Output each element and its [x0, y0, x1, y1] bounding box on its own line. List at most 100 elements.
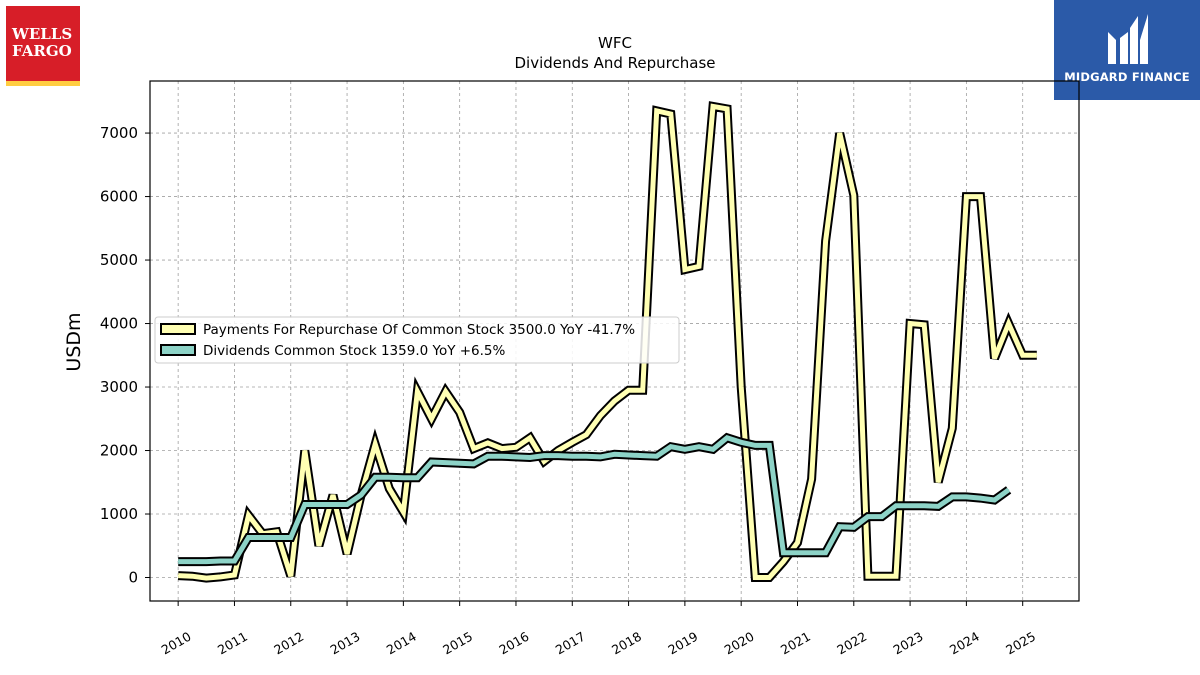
data-point	[853, 526, 855, 528]
data-point	[304, 449, 306, 452]
data-point	[853, 194, 855, 196]
x-tick-label: 2016	[496, 629, 531, 658]
data-point	[656, 110, 658, 112]
y-tick-label: 4000	[100, 315, 138, 333]
wells-fargo-logo: WELLS FARGO	[6, 6, 80, 86]
logo-line-1: WELLS	[12, 25, 73, 43]
data-point	[177, 561, 179, 563]
data-point	[656, 455, 658, 457]
data-point	[599, 415, 602, 417]
data-point	[557, 455, 559, 457]
data-point	[979, 497, 982, 499]
y-axis-label: USDm	[63, 312, 85, 371]
data-point	[529, 437, 531, 439]
data-point	[374, 476, 376, 478]
data-point	[205, 561, 207, 563]
data-point	[740, 441, 742, 443]
data-point	[628, 389, 630, 391]
data-point	[768, 444, 770, 446]
data-point	[613, 453, 616, 455]
data-point	[473, 463, 475, 465]
data-point	[487, 455, 489, 457]
series-line	[178, 103, 1037, 581]
data-point	[951, 496, 953, 498]
data-point	[867, 516, 869, 518]
data-point	[205, 577, 207, 579]
data-point	[501, 448, 503, 450]
y-tick-label: 2000	[100, 442, 138, 460]
data-point	[233, 560, 236, 562]
data-point	[247, 514, 250, 516]
logo-line-2: FARGO	[12, 42, 72, 60]
data-point	[388, 476, 390, 478]
plot-frame	[149, 80, 1080, 602]
x-tick-label: 2024	[947, 629, 982, 658]
data-point	[318, 503, 320, 506]
data-point	[909, 505, 911, 507]
data-point	[1022, 354, 1024, 356]
legend-label: Payments For Repurchase Of Common Stock …	[203, 322, 635, 338]
series-1	[177, 432, 1012, 567]
x-tick-label: 2022	[834, 629, 869, 658]
data-point	[191, 575, 193, 577]
data-point	[951, 427, 953, 429]
data-point	[881, 575, 883, 577]
data-point	[290, 536, 292, 539]
data-point	[782, 552, 785, 554]
data-point	[487, 442, 489, 444]
data-point	[571, 441, 573, 443]
y-tick-label: 7000	[100, 124, 138, 142]
data-point	[895, 505, 897, 507]
data-point	[529, 456, 531, 459]
legend-swatch	[160, 323, 196, 335]
data-point	[599, 456, 602, 458]
x-tick-label: 2018	[609, 629, 644, 658]
data-point	[698, 265, 700, 267]
data-point	[430, 418, 433, 420]
data-point	[811, 478, 813, 480]
data-point	[796, 552, 799, 554]
legend: Payments For Repurchase Of Common Stock …	[154, 316, 680, 364]
data-point	[290, 575, 292, 577]
data-point	[318, 545, 320, 547]
data-point	[712, 448, 714, 450]
chart-subtitle: Dividends And Repurchase	[514, 54, 715, 72]
series-0	[177, 101, 1038, 583]
data-point	[740, 386, 742, 388]
x-tick-label: 2017	[553, 629, 588, 658]
data-point	[515, 456, 517, 458]
data-point	[684, 448, 686, 450]
data-point	[177, 575, 179, 577]
x-tick-label: 2014	[384, 629, 419, 658]
data-point	[895, 575, 897, 577]
data-point	[937, 481, 939, 483]
data-point	[585, 434, 587, 436]
data-point	[782, 561, 785, 563]
data-point	[585, 455, 587, 457]
data-point	[684, 269, 686, 271]
data-point	[754, 576, 756, 579]
y-tick-label: 6000	[100, 188, 138, 206]
data-point	[219, 576, 221, 578]
legend-label: Dividends Common Stock 1359.0 YoY +6.5%	[203, 343, 506, 359]
data-point	[233, 574, 236, 576]
data-point	[262, 536, 264, 539]
data-point	[332, 494, 334, 496]
data-point	[937, 505, 939, 507]
data-point	[360, 494, 362, 496]
y-tick-label: 5000	[100, 251, 138, 269]
data-point	[965, 496, 968, 498]
data-point	[628, 454, 630, 456]
data-point	[501, 455, 503, 457]
x-tick-label: 2021	[778, 629, 813, 658]
data-point	[670, 446, 672, 448]
data-point	[276, 536, 278, 539]
x-tick-label: 2023	[891, 629, 926, 658]
data-point	[993, 357, 996, 360]
logo-wordmark: MIDGARD FINANCE	[1064, 70, 1190, 84]
data-point	[825, 552, 827, 554]
data-point	[445, 390, 447, 393]
data-point	[276, 531, 278, 533]
data-point	[923, 505, 925, 507]
